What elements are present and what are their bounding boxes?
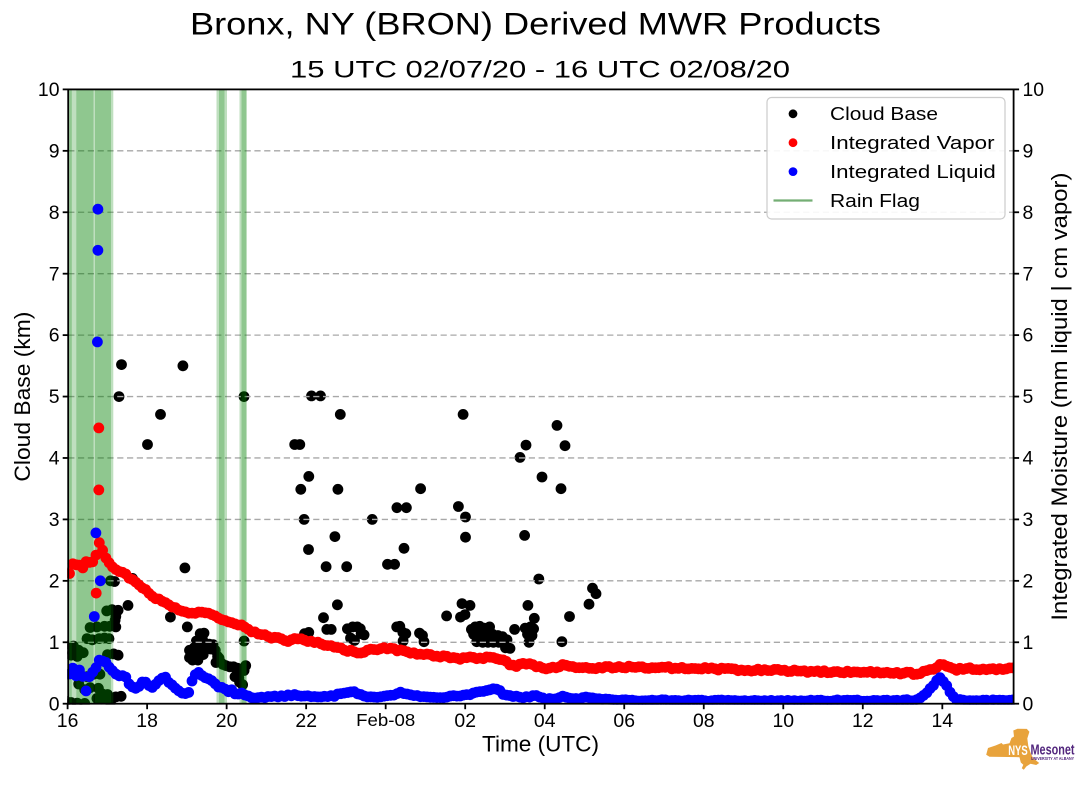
svg-text:15 UTC 02/07/20 - 16 UTC 02/08: 15 UTC 02/07/20 - 16 UTC 02/08/20: [290, 58, 790, 84]
svg-text:2: 2: [1023, 570, 1034, 592]
svg-text:14: 14: [932, 710, 954, 732]
svg-text:04: 04: [534, 710, 556, 732]
svg-text:2: 2: [49, 570, 60, 592]
svg-text:0: 0: [1023, 693, 1034, 715]
svg-text:Mesonet: Mesonet: [1031, 743, 1075, 759]
svg-text:Integrated Liquid: Integrated Liquid: [830, 162, 996, 182]
svg-text:Integrated Vapor: Integrated Vapor: [830, 133, 995, 153]
svg-text:16: 16: [57, 710, 79, 732]
svg-text:7: 7: [1023, 263, 1034, 285]
svg-text:12: 12: [852, 710, 874, 732]
svg-text:3: 3: [49, 509, 60, 531]
svg-text:NYS: NYS: [1008, 743, 1027, 758]
svg-text:5: 5: [1023, 386, 1034, 408]
svg-text:10: 10: [773, 710, 795, 732]
svg-text:7: 7: [49, 263, 60, 285]
svg-text:8: 8: [1023, 202, 1034, 224]
svg-text:06: 06: [613, 710, 635, 732]
svg-text:Rain Flag: Rain Flag: [830, 191, 920, 211]
svg-text:3: 3: [1023, 509, 1034, 531]
svg-text:Cloud Base: Cloud Base: [830, 104, 938, 124]
svg-text:Feb-08: Feb-08: [356, 710, 415, 730]
svg-text:1: 1: [1023, 632, 1034, 654]
svg-text:Time (UTC): Time (UTC): [482, 732, 599, 757]
svg-text:18: 18: [136, 710, 158, 732]
svg-text:9: 9: [49, 140, 60, 162]
svg-text:9: 9: [1023, 140, 1034, 162]
svg-text:10: 10: [38, 79, 60, 101]
svg-text:Integrated Moisture (mm liquid: Integrated Moisture (mm liquid | cm vapo…: [1047, 173, 1072, 621]
svg-text:10: 10: [1023, 79, 1045, 101]
svg-text:22: 22: [295, 710, 317, 732]
svg-text:02: 02: [454, 710, 476, 732]
svg-text:20: 20: [216, 710, 238, 732]
svg-text:8: 8: [49, 202, 60, 224]
svg-text:6: 6: [1023, 325, 1034, 347]
svg-text:Bronx, NY (BRON) Derived MWR P: Bronx, NY (BRON) Derived MWR Products: [190, 6, 881, 42]
svg-text:1: 1: [49, 632, 60, 654]
svg-text:Cloud Base (km): Cloud Base (km): [10, 312, 35, 482]
svg-text:4: 4: [1023, 448, 1034, 470]
svg-text:5: 5: [49, 386, 60, 408]
svg-text:08: 08: [693, 710, 715, 732]
svg-text:6: 6: [49, 325, 60, 347]
svg-text:UNIVERSITY AT ALBANY: UNIVERSITY AT ALBANY: [1031, 756, 1074, 761]
svg-text:0: 0: [49, 693, 60, 715]
svg-text:4: 4: [49, 448, 60, 470]
